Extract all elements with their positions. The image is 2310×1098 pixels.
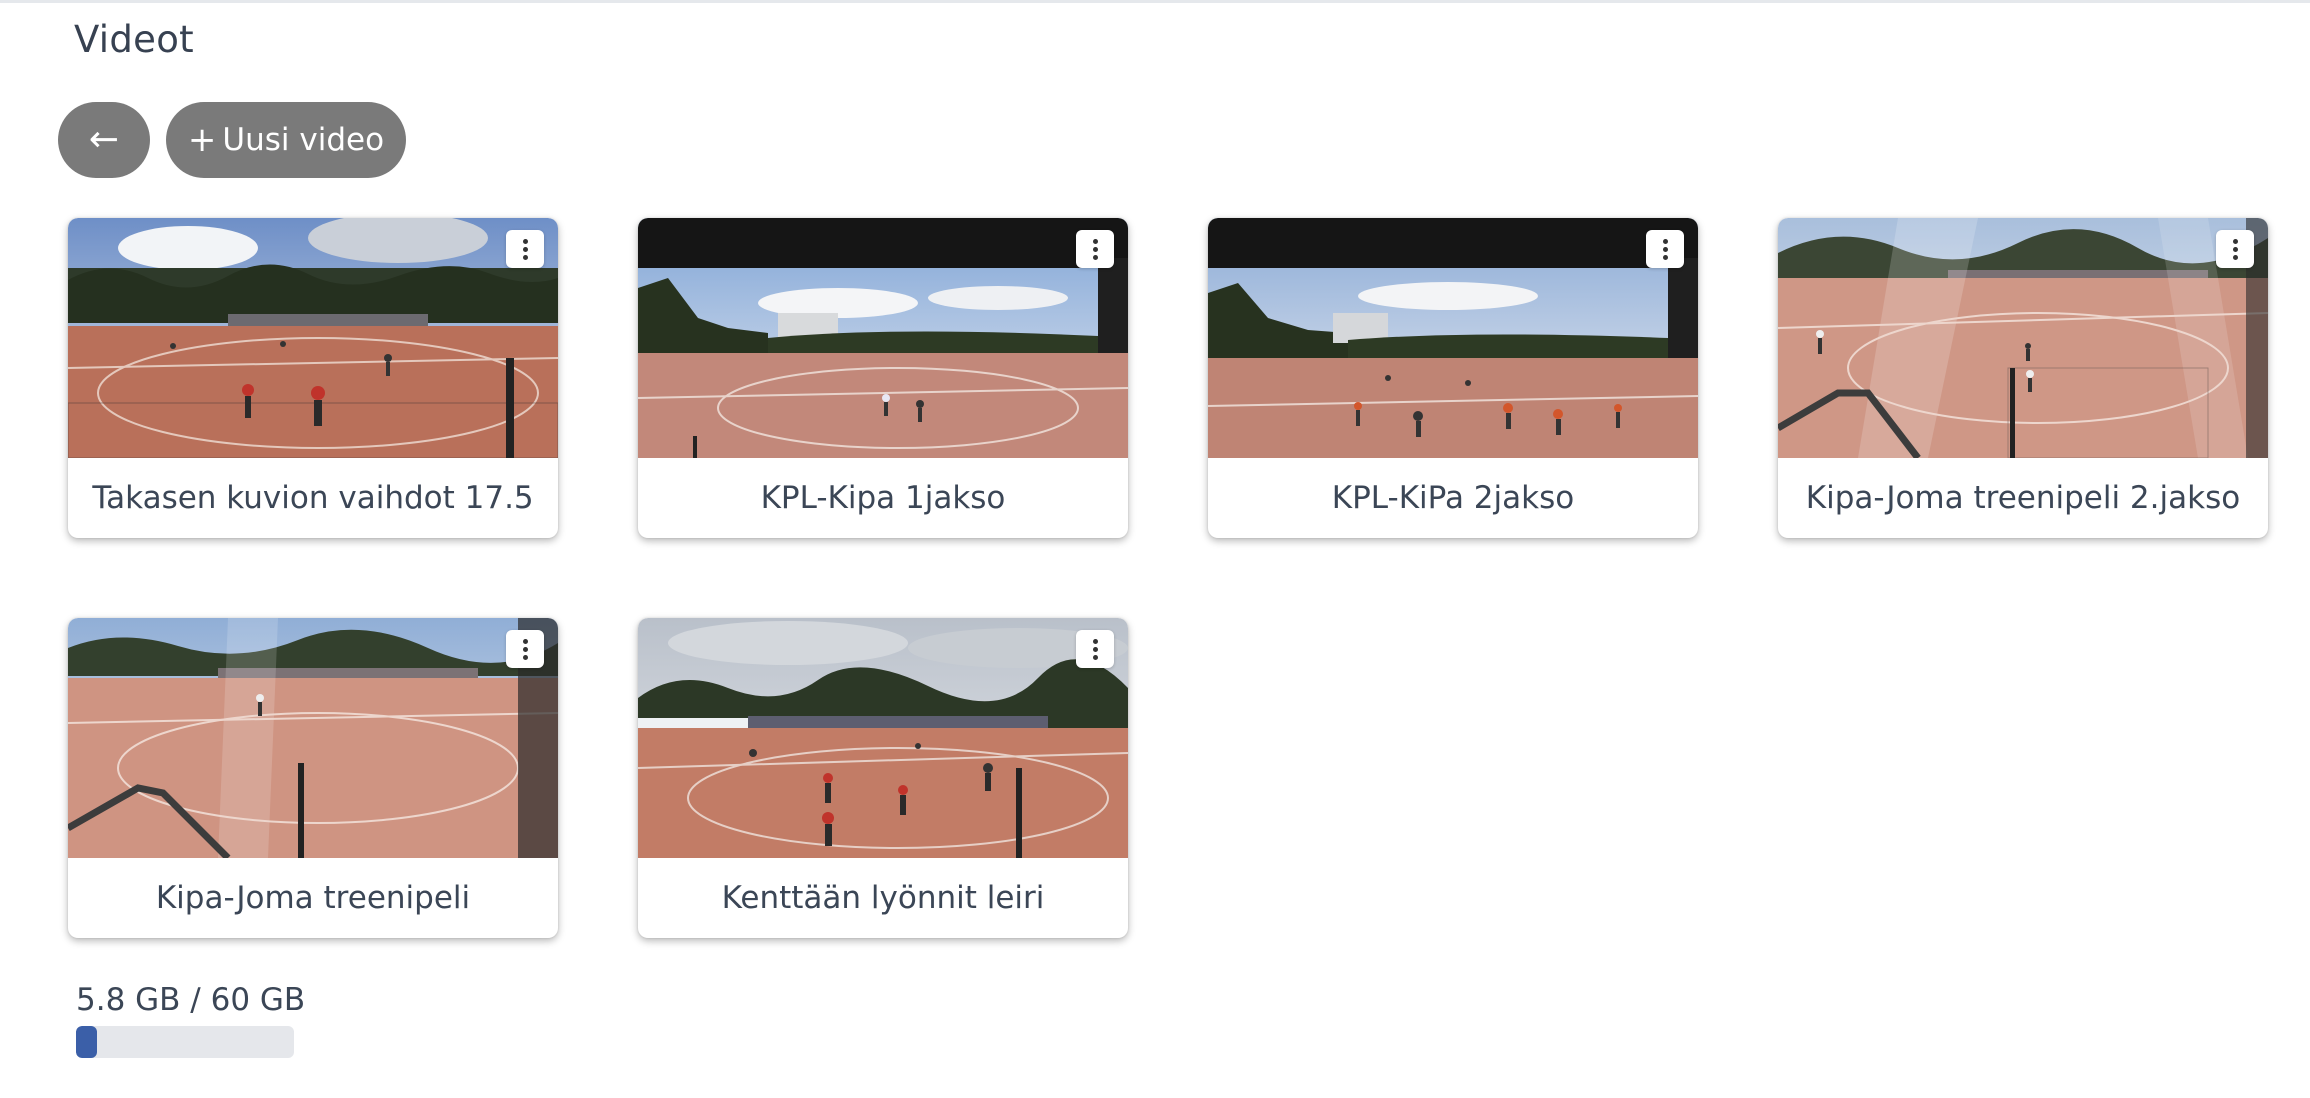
video-thumbnail[interactable] — [68, 218, 558, 458]
page-title: Videot — [74, 18, 194, 61]
storage-progress-bar — [76, 1026, 294, 1058]
storage-progress-fill — [76, 1026, 98, 1058]
storage-usage-label: 5.8 GB / 60 GB — [76, 982, 306, 1018]
video-title[interactable]: Takasen kuvion vaihdot 17.5 — [92, 480, 534, 516]
video-title[interactable]: Kenttään lyönnit leiri — [721, 880, 1045, 916]
new-video-label: Uusi video — [222, 122, 385, 158]
top-divider — [0, 0, 2310, 3]
video-card[interactable]: Kipa-Joma treenipeli — [68, 618, 558, 938]
video-card[interactable]: Kipa-Joma treenipeli 2.jakso — [1778, 218, 2268, 538]
video-thumbnail[interactable] — [68, 618, 558, 858]
field-scene-icon — [68, 218, 558, 458]
arrow-left-icon: ← — [88, 119, 120, 160]
video-thumbnail[interactable] — [1778, 218, 2268, 458]
video-card[interactable]: KPL-Kipa 1jakso — [638, 218, 1128, 538]
video-title[interactable]: Kipa-Joma treenipeli 2.jakso — [1805, 480, 2241, 516]
field-scene-icon — [638, 218, 1128, 458]
video-title[interactable]: Kipa-Joma treenipeli — [155, 880, 471, 916]
more-vertical-icon[interactable] — [1646, 230, 1684, 268]
more-vertical-icon[interactable] — [1076, 630, 1114, 668]
video-card[interactable]: Takasen kuvion vaihdot 17.5 — [68, 218, 558, 538]
video-thumbnail[interactable] — [638, 218, 1128, 458]
plus-icon: + — [187, 120, 217, 160]
more-vertical-icon[interactable] — [1076, 230, 1114, 268]
video-title[interactable]: KPL-KiPa 2jakso — [1331, 480, 1575, 516]
field-scene-icon — [1208, 218, 1698, 458]
more-vertical-icon[interactable] — [506, 630, 544, 668]
more-vertical-icon[interactable] — [506, 230, 544, 268]
new-video-button[interactable]: + Uusi video — [166, 102, 406, 178]
more-vertical-icon[interactable] — [2216, 230, 2254, 268]
field-scene-icon — [68, 618, 558, 858]
back-button[interactable]: ← — [58, 102, 150, 178]
video-card[interactable]: KPL-KiPa 2jakso — [1208, 218, 1698, 538]
video-card[interactable]: Kenttään lyönnit leiri — [638, 618, 1128, 938]
field-scene-icon — [638, 618, 1128, 858]
video-thumbnail[interactable] — [638, 618, 1128, 858]
field-scene-icon — [1778, 218, 2268, 458]
video-thumbnail[interactable] — [1208, 218, 1698, 458]
video-title[interactable]: KPL-Kipa 1jakso — [760, 480, 1006, 516]
